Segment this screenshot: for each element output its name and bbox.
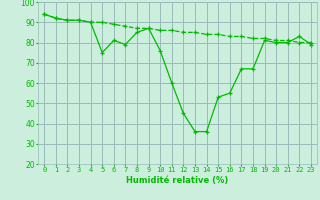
X-axis label: Humidité relative (%): Humidité relative (%) — [126, 176, 229, 185]
